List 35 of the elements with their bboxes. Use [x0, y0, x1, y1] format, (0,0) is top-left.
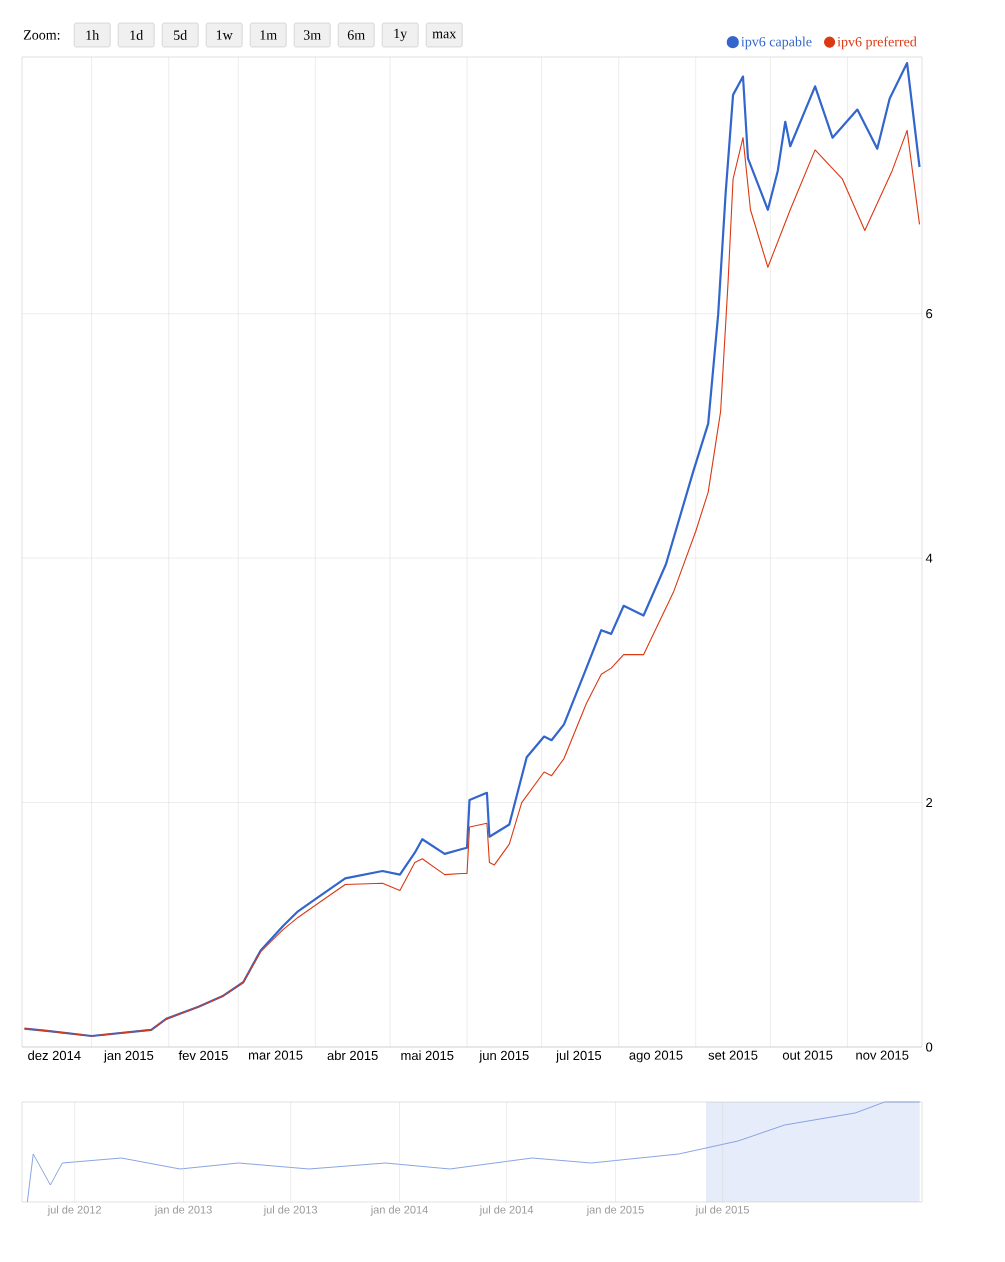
text: 1d	[130, 30, 144, 40]
y-tick-label: 0	[926, 1042, 933, 1052]
legend-label: ipv6 preferred	[837, 36, 917, 50]
x-tick-label: mai 2015	[401, 1050, 454, 1061]
legend-label: ipv6 capable	[741, 36, 812, 50]
x-tick-label: jan 2015	[103, 1050, 154, 1063]
x-tick-label: ago 2015	[629, 1050, 683, 1063]
x-tick-label: jul de 2014	[479, 1205, 534, 1216]
y-tick-label: 6	[926, 309, 933, 319]
x-tick-label: nov 2015	[856, 1050, 909, 1060]
x-tick-label: jun 2015	[479, 1050, 529, 1063]
x-tick-label: abr 2015	[327, 1050, 378, 1061]
x-tick-label: jul 2015	[555, 1050, 602, 1063]
text: 1w	[216, 30, 233, 40]
x-tick-label: jul de 2012	[47, 1205, 101, 1216]
text: 3m	[303, 30, 321, 40]
x-tick-label: jan de 2014	[370, 1205, 428, 1216]
x-tick-label: jan de 2015	[586, 1205, 644, 1216]
x-tick-label: set 2015	[708, 1050, 758, 1060]
x-tick-label: jul de 2013	[263, 1205, 318, 1216]
text: 6m	[347, 30, 365, 40]
text: 1y	[394, 28, 408, 42]
y-tick-label: 4	[925, 553, 933, 563]
x-tick-label: dez 2014	[28, 1050, 81, 1061]
text: Zoom:	[23, 30, 60, 40]
text: 1h	[86, 30, 100, 40]
x-tick-label: jan de 2013	[154, 1205, 212, 1216]
x-tick-label: fev 2015	[178, 1050, 228, 1061]
text: 5d	[174, 30, 188, 40]
x-tick-label: out 2015	[782, 1050, 833, 1060]
x-tick-label: jul de 2015	[695, 1205, 750, 1216]
x-tick-label: mar 2015	[249, 1050, 303, 1060]
y-tick-label: 2	[926, 798, 933, 808]
text: 1m	[260, 30, 277, 40]
text: max	[432, 31, 457, 39]
